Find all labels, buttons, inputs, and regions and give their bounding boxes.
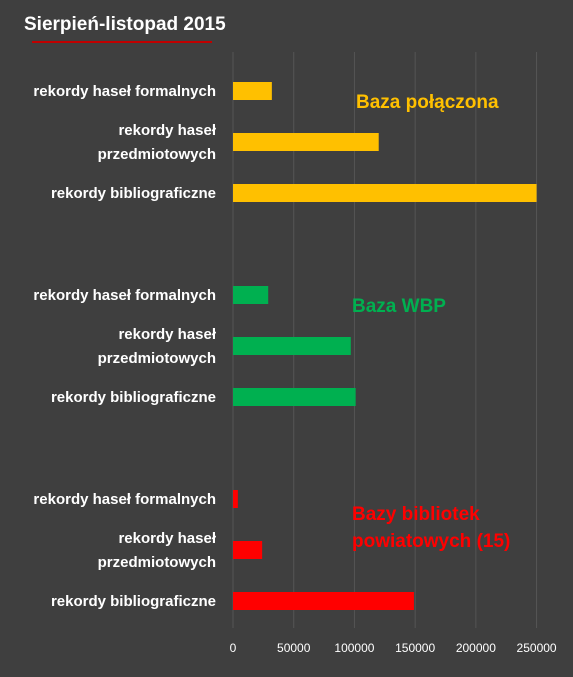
group-label: powiatowych (15) [352,531,510,552]
category-label: przedmiotowych [98,554,216,571]
category-label: rekordy haseł formalnych [33,491,216,508]
bar [233,490,238,508]
bars [233,82,537,610]
bar [233,388,356,406]
group-labels: Baza połączona Baza WBP Bazy bibliotek powi… [352,92,510,552]
bar [233,286,269,304]
group-label: Baza WBP [352,296,446,317]
category-labels: rekordy haseł formalnych rekordy haseł prz… [33,83,216,610]
category-label: rekordy haseł formalnych [33,83,216,100]
category-label: przedmiotowych [98,350,216,367]
category-label: rekordy haseł [118,122,216,139]
category-label: rekordy bibliograficzne [51,593,216,610]
category-label: przedmiotowych [98,146,216,163]
x-axis-ticks: 0 50000 100000 150000 200000 250000 [230,641,557,655]
x-tick-label: 150000 [395,641,435,655]
x-tick-label: 250000 [517,641,557,655]
bar [233,337,351,355]
bar [233,133,379,151]
group-label: Baza połączona [356,92,499,113]
category-label: rekordy haseł [118,326,216,343]
bar [233,592,414,610]
x-tick-label: 200000 [456,641,496,655]
bar [233,541,263,559]
chart-title: Sierpień-listopad 2015 [24,14,226,35]
x-tick-label: 0 [230,641,237,655]
category-label: rekordy bibliograficzne [51,185,216,202]
bar [233,184,537,202]
x-tick-label: 100000 [334,641,374,655]
bar [233,82,272,100]
category-label: rekordy bibliograficzne [51,389,216,406]
category-label: rekordy haseł [118,530,216,547]
category-label: rekordy haseł formalnych [33,287,216,304]
group-label: Bazy bibliotek [352,504,480,525]
x-tick-label: 50000 [277,641,311,655]
